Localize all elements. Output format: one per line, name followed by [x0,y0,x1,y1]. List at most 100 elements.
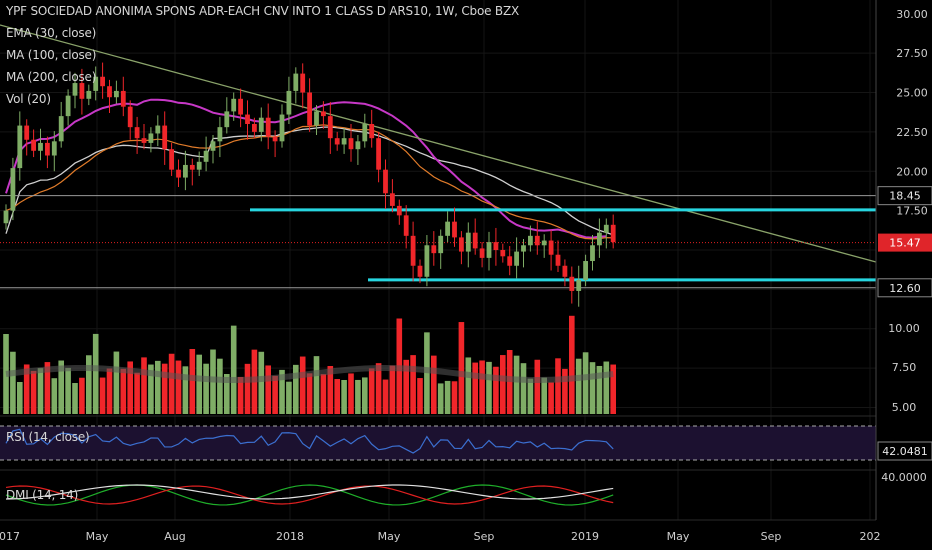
candle-body [38,142,43,151]
volume-bar [389,365,396,414]
volume-bar [610,364,616,414]
candle-body [321,111,326,117]
candle-body [162,125,168,150]
volume-bar [127,361,133,414]
rsi-line [5,428,614,454]
candle-body [58,116,64,142]
volume-bar [582,352,589,414]
volume-bar [286,381,292,414]
candle-body [486,242,492,258]
volume-bar [10,351,16,414]
trend-line [0,24,877,263]
candle-body [562,265,568,277]
candle-body [493,242,499,250]
candle-body [93,76,99,91]
candle-body [10,168,16,211]
volume-bar [548,382,554,414]
volume-bar [37,368,44,414]
legend-volume[interactable]: Vol (20) [6,92,51,106]
candle-body [134,127,140,139]
volume-tick-label: 10.00 [888,322,920,335]
volume-bar [106,368,113,414]
rsi-label[interactable]: RSI (14, close) [6,430,90,444]
candle-body [362,124,368,142]
candle-body [507,256,513,266]
candle-body [576,279,582,291]
candle-body [314,111,319,126]
candle-body [341,138,347,145]
volume-bar [148,364,154,414]
legend-ema[interactable]: EMA (30, close) [6,26,97,40]
volume-bar [334,379,340,414]
price-axis[interactable]: 30.00 27.50 25.00 22.50 20.00 17.50 12.60 18.45… [875,0,932,550]
candle-body [252,124,257,132]
dmi-tick-label: 40.0000 [881,471,927,484]
candle-body [555,254,561,266]
candle-body [403,215,409,236]
price-pane[interactable] [0,24,877,307]
candle-body [383,169,388,194]
time-tick-label: May [86,530,109,543]
candle-body [169,149,174,170]
time-tick-label: May [667,530,690,543]
candle-body [51,141,57,156]
dmi-label[interactable]: DMI (14, 14) [6,488,79,502]
volume-bar [306,373,313,414]
candle-body [548,240,554,255]
time-tick-label: May [378,530,401,543]
candle-body [196,161,202,170]
volume-bar [458,322,465,414]
candle-body [31,139,36,151]
volume-bar [244,363,251,414]
volume-bar [493,366,499,414]
rsi-value-tag [877,441,932,461]
candle-body [148,133,154,143]
time-tick-label: 2018 [276,530,304,543]
volume-bar [368,368,375,414]
candle-body [127,106,133,128]
candle-body [176,169,181,178]
candle-body [120,90,126,107]
volume-bar [58,360,64,414]
volume-bar [161,363,168,414]
volume-bar [562,368,568,414]
time-tick-label: 2019 [571,530,599,543]
volume-bar [348,373,354,414]
candle-body [479,248,485,258]
volume-bar [134,372,140,414]
candle-body [217,127,223,142]
candle-body [376,138,381,170]
time-tick-label: Aug [164,530,185,543]
volume-bar [141,357,147,414]
legend-ma200[interactable]: MA (200, close) [6,70,97,84]
volume-bar [86,355,92,414]
volume-bar [555,358,561,414]
volume-bar [513,355,520,414]
candle-body [410,235,416,266]
volume-bar [472,362,478,414]
volume-bar [410,355,416,414]
candle-body [431,245,437,254]
volume-bar [99,377,106,414]
volume-bar [479,360,485,414]
candle-body [452,221,457,238]
legend-ma100[interactable]: MA (100, close) [6,48,97,62]
time-tick-label: Sep [761,530,782,543]
volume-bar [527,378,534,414]
candle-body [79,83,85,99]
volume-bar [299,356,306,414]
candle-body [465,232,471,252]
time-axis[interactable]: 2017 May Aug 2018 May Sep 2019 May Sep 202 [0,530,881,543]
candle-body [307,92,312,126]
volume-bar [569,315,575,414]
price-tick-label: 17.50 [896,205,928,218]
candle-body [327,116,333,139]
candle-body [528,235,533,246]
candle-body [583,261,588,280]
volume-bar [155,360,161,414]
volume-bar [534,359,541,414]
candle-body [597,232,602,246]
volume-bar [23,364,30,414]
candle-body [424,245,430,277]
